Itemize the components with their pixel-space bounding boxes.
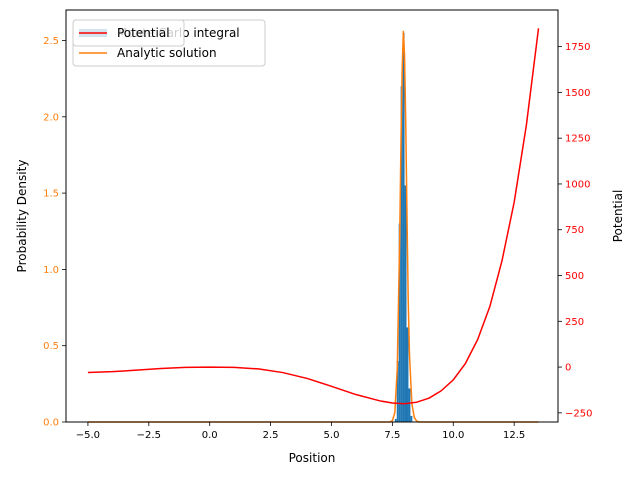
x-tick-label: −2.5 — [137, 430, 161, 441]
right-y-tick-label: 250 — [565, 317, 584, 328]
x-tick-label: 0.0 — [202, 430, 218, 441]
legend-label: Analytic solution — [117, 46, 217, 60]
histogram-bar — [406, 327, 409, 422]
histogram-bar — [394, 418, 397, 422]
right-y-tick-label: 1750 — [565, 42, 590, 53]
x-tick-label: 2.5 — [263, 430, 279, 441]
histogram-bar — [404, 185, 407, 422]
histogram-bar — [408, 388, 411, 422]
left-y-tick-label: 1.5 — [43, 189, 59, 200]
x-tick-label: −5.0 — [76, 430, 100, 441]
right-y-tick-label: 1000 — [565, 179, 590, 190]
histogram-bar — [400, 86, 403, 422]
histogram-bar — [396, 360, 399, 422]
left-y-tick-label: 0.0 — [43, 418, 59, 429]
x-tick-label: 5.0 — [324, 430, 340, 441]
axes-frame — [65, 9, 559, 423]
left-y-tick-label: 0.5 — [43, 341, 59, 352]
x-tick-label: 12.5 — [503, 430, 525, 441]
legend-box — [72, 19, 185, 47]
series-lines — [87, 28, 540, 423]
right-y-tick-label: 0 — [565, 363, 571, 374]
left-y-tick-label: 2.5 — [43, 36, 59, 47]
right-y-tick-label: −250 — [565, 408, 592, 419]
x-tick-label: 7.5 — [384, 430, 400, 441]
x-axis-label: Position — [289, 451, 336, 465]
legend-right: Potential — [72, 19, 185, 47]
right-y-tick-label: 1500 — [565, 88, 590, 99]
x-tick-label: 10.0 — [442, 430, 464, 441]
histogram-bar — [398, 223, 401, 422]
left-y-axis-ticks: 0.0 0.5 1.0 1.5 2.0 2.5 — [43, 36, 66, 429]
right-y-tick-label: 1250 — [565, 134, 590, 145]
left-y-axis-label: Probability Density — [15, 160, 29, 273]
series-line-analytic-solution — [87, 30, 539, 423]
right-y-tick-label: 500 — [565, 271, 584, 282]
right-y-axis-label: Potential — [611, 190, 625, 243]
x-axis-ticks: −5.0 −2.5 0.0 2.5 5.0 7.5 10.0 12.5 — [76, 422, 525, 441]
left-y-tick-label: 1.0 — [43, 265, 59, 276]
plot-area — [87, 28, 540, 423]
histogram-bar — [402, 32, 405, 423]
histogram-bar — [410, 415, 413, 422]
legend-label: Potential — [117, 26, 170, 40]
right-y-axis-ticks: −250 0 250 500 750 1000 1250 1500 1750 — [558, 42, 592, 419]
series-line-potential — [87, 28, 540, 405]
histogram-bars — [394, 32, 413, 423]
right-y-tick-label: 750 — [565, 225, 584, 236]
left-y-tick-label: 2.0 — [43, 112, 59, 123]
